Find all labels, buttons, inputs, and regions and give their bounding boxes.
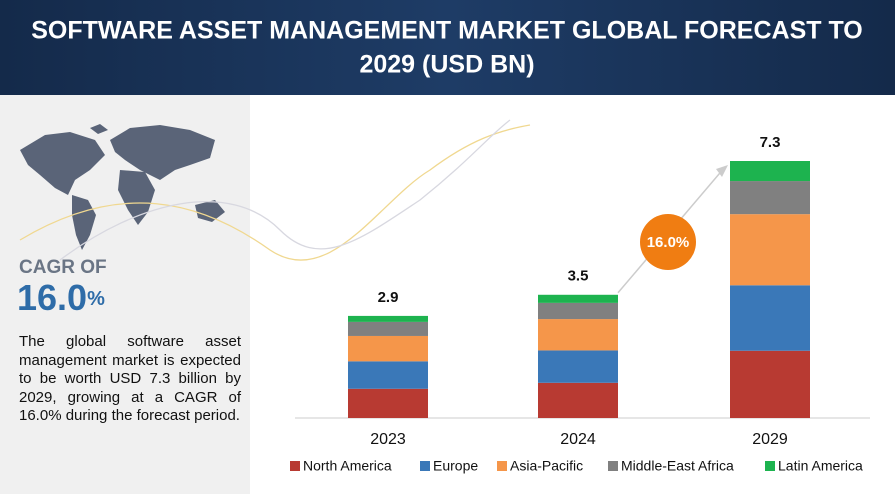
bar-segment — [730, 161, 810, 182]
legend-swatch — [765, 461, 775, 471]
bar-segment — [730, 214, 810, 286]
legend-swatch — [290, 461, 300, 471]
bar-segment — [348, 321, 428, 336]
header-banner — [0, 0, 895, 95]
bar-segment — [538, 294, 618, 303]
cagr-badge — [640, 214, 696, 270]
total-label: 3.5 — [568, 268, 589, 285]
x-tick-label: 2023 — [370, 431, 406, 448]
bar-segment — [538, 319, 618, 351]
decorative-curves — [19, 119, 531, 261]
legend-swatch — [420, 461, 430, 471]
world-map — [20, 124, 225, 250]
cagr-badge-label: 16.0% — [647, 234, 690, 251]
cagr-number: 16.0% — [17, 277, 105, 318]
x-tick-label: 2024 — [560, 431, 596, 448]
legend-swatch — [608, 461, 618, 471]
bar-segment — [538, 302, 618, 320]
bar-segment — [538, 382, 618, 418]
legend-label: Europe — [433, 458, 478, 474]
bar-segment — [348, 315, 428, 322]
bar-segment — [348, 335, 428, 362]
bar-segment — [348, 388, 428, 418]
legend-label: Latin America — [778, 458, 863, 474]
legend-label: Middle-East Africa — [621, 458, 734, 474]
bar-segment — [730, 285, 810, 351]
cagr-number: 16.0 — [17, 277, 87, 318]
title-line-2: 2029 (USD BN) — [359, 51, 534, 79]
title-line-1: SOFTWARE ASSET MANAGEMENT MARKET GLOBAL … — [31, 17, 862, 45]
x-tick-label: 2029 — [752, 431, 788, 448]
arrow-head — [716, 165, 728, 177]
bar-segment — [348, 361, 428, 389]
cagr-heading: CAGR OF — [19, 257, 107, 278]
bar-segment — [538, 350, 618, 383]
legend-swatch — [497, 461, 507, 471]
total-label: 2.9 — [378, 289, 399, 306]
bar-segment — [730, 181, 810, 215]
total-label: 7.3 — [760, 134, 781, 151]
description: The global software asset management mar… — [19, 333, 241, 424]
bar-segment — [730, 350, 810, 418]
legend-label: North America — [303, 458, 392, 474]
cagr-unit: % — [87, 288, 105, 310]
legend-label: Asia-Pacific — [510, 458, 583, 474]
